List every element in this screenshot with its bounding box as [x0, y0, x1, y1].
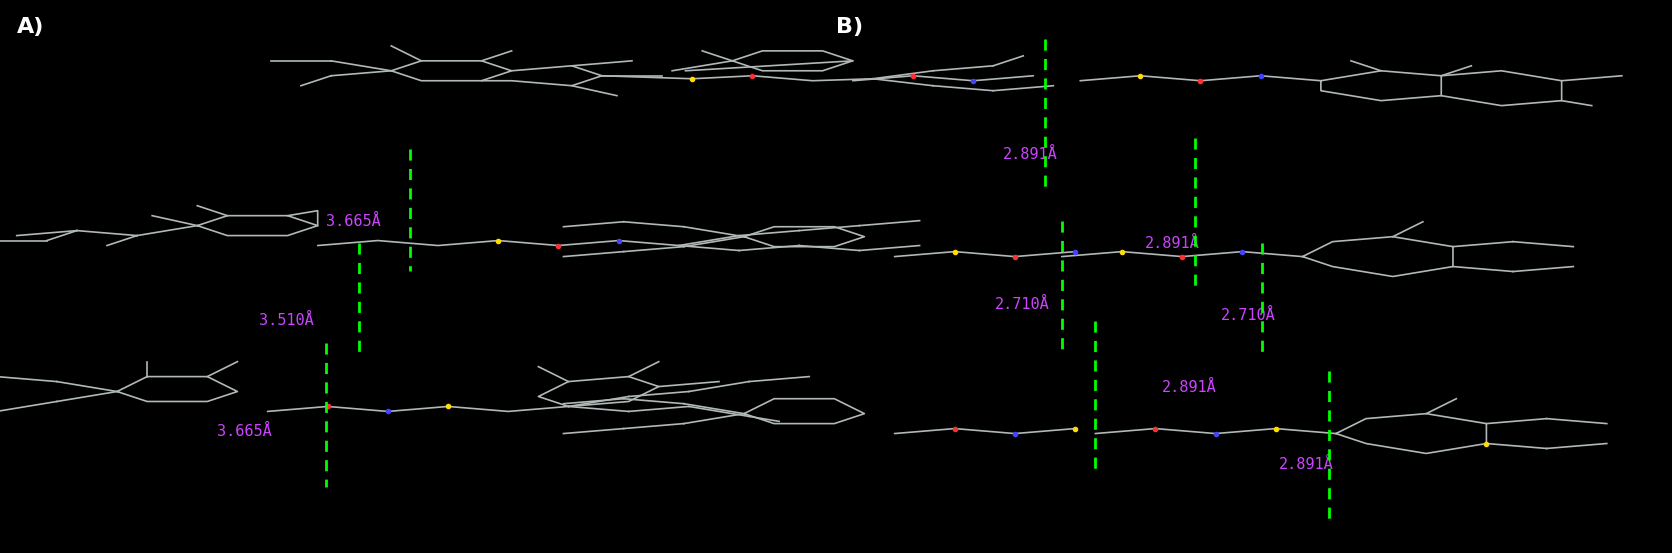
- Text: 2.891Å: 2.891Å: [1003, 147, 1058, 163]
- Text: A): A): [17, 17, 43, 36]
- Text: 2.891Å: 2.891Å: [1279, 457, 1334, 472]
- Text: B): B): [836, 17, 863, 36]
- Text: 3.665Å: 3.665Å: [326, 213, 381, 229]
- Text: 3.665Å: 3.665Å: [217, 424, 273, 439]
- Text: 2.891Å: 2.891Å: [1162, 379, 1217, 395]
- Text: 2.710Å: 2.710Å: [995, 296, 1050, 312]
- Text: 2.710Å: 2.710Å: [1221, 307, 1276, 323]
- Text: 3.510Å: 3.510Å: [259, 313, 314, 328]
- Text: 2.891Å: 2.891Å: [1145, 236, 1200, 251]
